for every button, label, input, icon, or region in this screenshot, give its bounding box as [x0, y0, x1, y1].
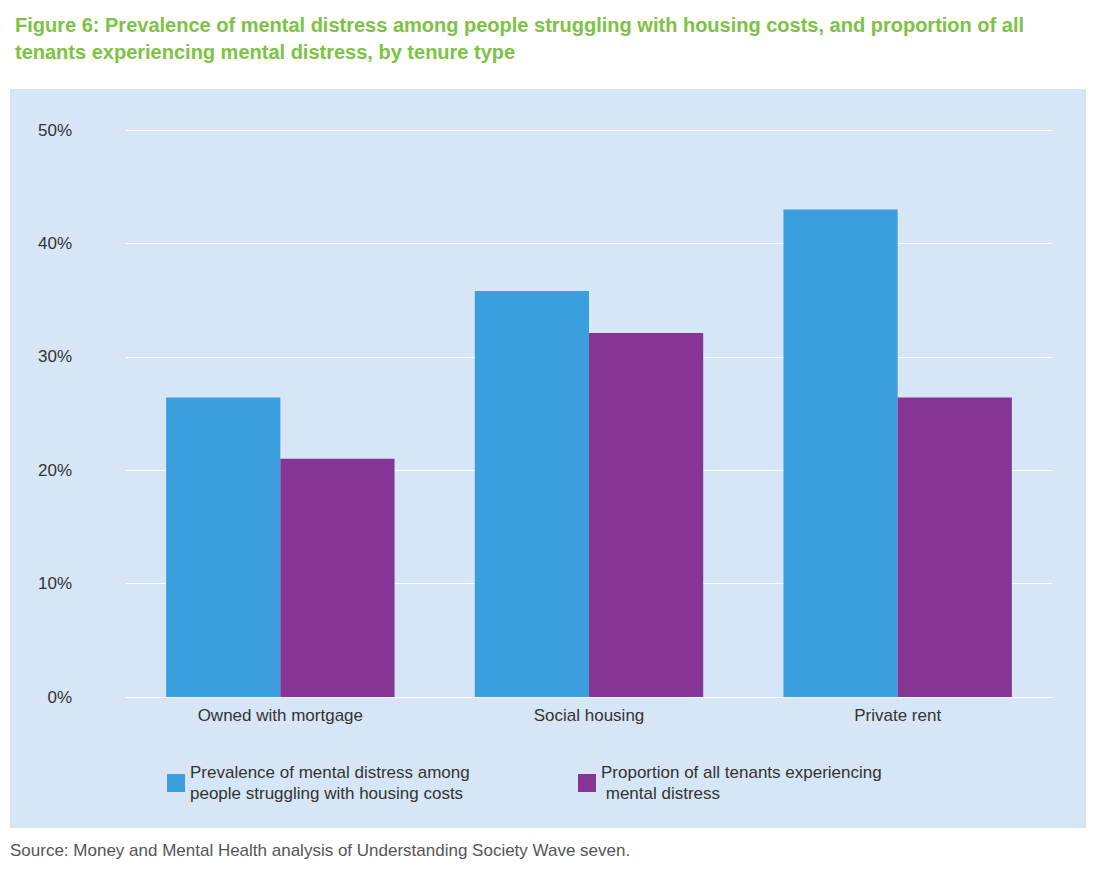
svg-text:0%: 0%	[47, 688, 72, 707]
svg-text:30%: 30%	[38, 347, 72, 366]
svg-text:tenants experiencing mental di: tenants experiencing mental distress, by…	[15, 41, 515, 63]
svg-text:mental distress: mental distress	[601, 784, 720, 803]
svg-text:10%: 10%	[38, 574, 72, 593]
svg-text:people struggling with housing: people struggling with housing costs	[190, 784, 463, 803]
svg-text:Private rent: Private rent	[854, 706, 941, 725]
svg-text:Prevalence of mental distress: Prevalence of mental distress among	[190, 763, 474, 782]
svg-text:20%: 20%	[38, 461, 72, 480]
svg-text:Proportion of all tenants expe: Proportion of all tenants experiencing	[601, 763, 882, 782]
svg-text:Owned with mortgage: Owned with mortgage	[198, 706, 363, 725]
svg-text:40%: 40%	[38, 234, 72, 253]
svg-text:Figure 6: Prevalence of mental: Figure 6: Prevalence of mental distress …	[15, 14, 1030, 36]
svg-text:50%: 50%	[38, 121, 72, 140]
svg-text:Source: Money and Mental Healt: Source: Money and Mental Health analysis…	[10, 841, 630, 860]
svg-text:Social housing: Social housing	[534, 706, 645, 725]
